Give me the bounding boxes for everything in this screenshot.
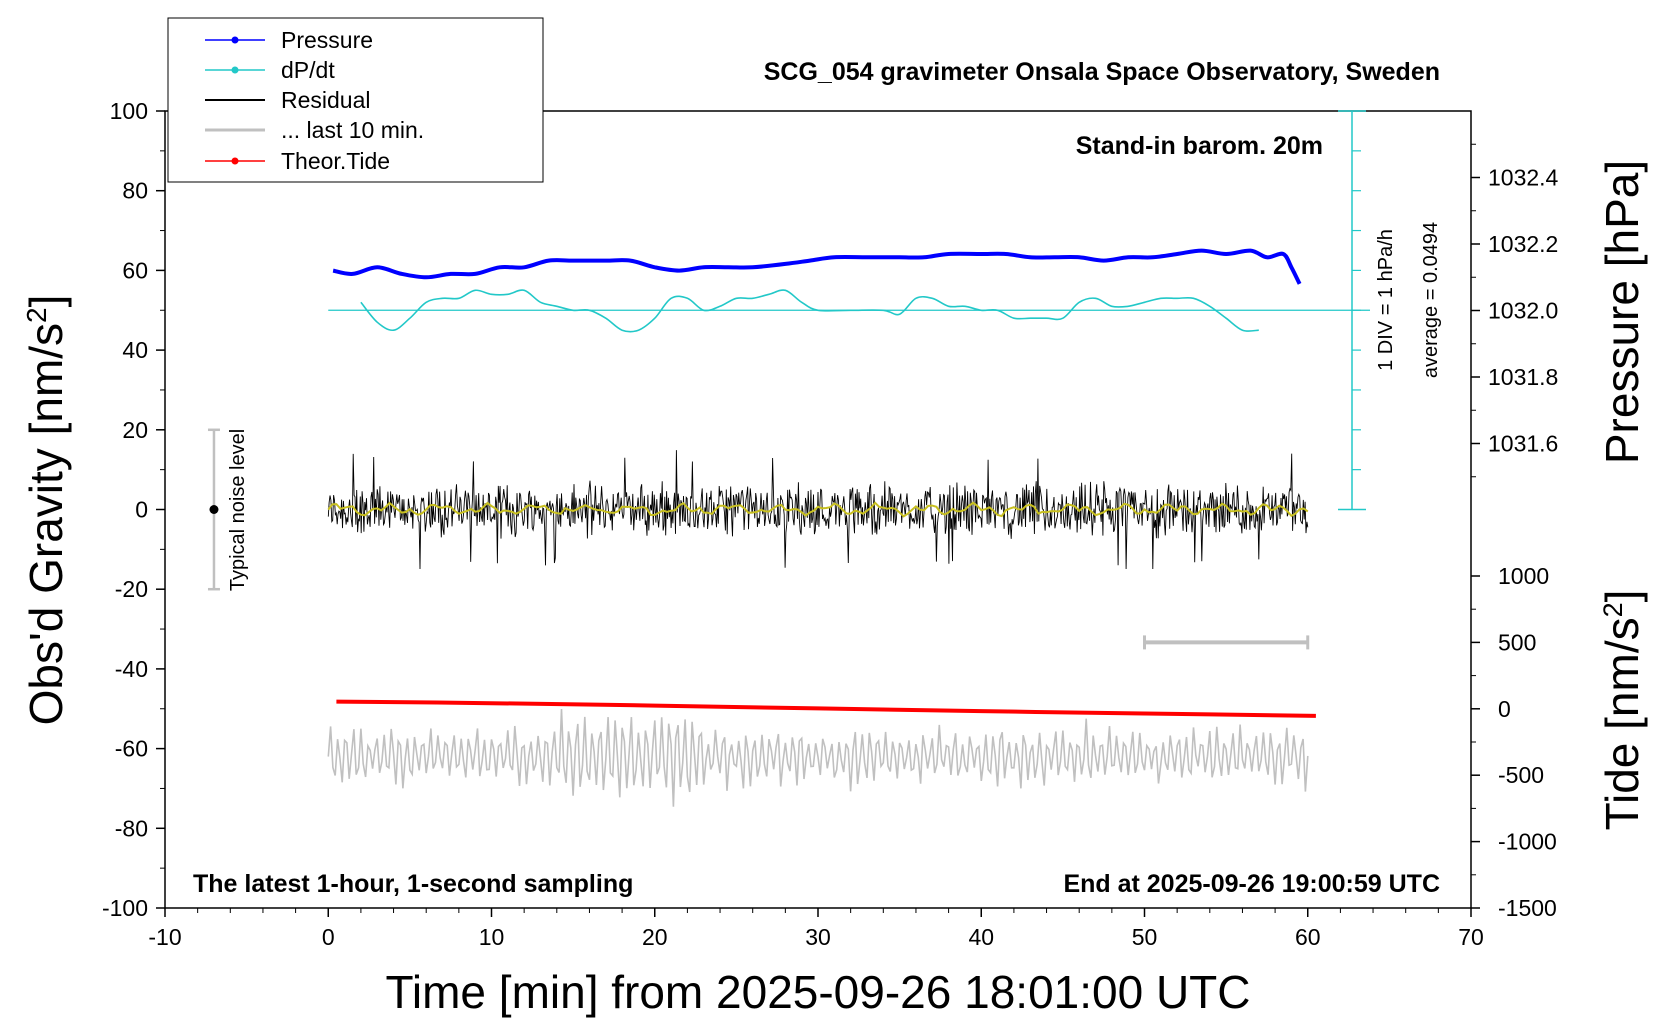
dpdt-line bbox=[360, 289, 1259, 333]
legend-marker-dpdt bbox=[231, 66, 239, 74]
residual-line bbox=[327, 450, 1309, 570]
y-left-tick-label: -20 bbox=[115, 576, 148, 602]
barometer-label: Stand-in barom. 20m bbox=[1076, 132, 1323, 160]
theor-tide-line bbox=[336, 699, 1316, 718]
average-note: average = 0.0494 bbox=[1420, 222, 1442, 378]
y-left-tick-label: -40 bbox=[115, 656, 148, 682]
y-left-tick-label: 40 bbox=[122, 337, 148, 363]
legend: Pressure dP/dt Residual ... last 10 min.… bbox=[167, 17, 544, 183]
legend-label-last10: ... last 10 min. bbox=[281, 117, 424, 143]
y-axis-left: 100 80 60 40 20 0 -20 -40 -60 -80 -100 bbox=[102, 98, 165, 921]
y-left-title-end: ] bbox=[20, 295, 72, 308]
div-scale bbox=[1338, 110, 1366, 511]
bottom-left-label: The latest 1-hour, 1-second sampling bbox=[193, 870, 633, 898]
y-left-title-main: Obs'd Gravity [nm/s bbox=[20, 323, 72, 725]
div-note: 1 DIV = 1 hPa/h bbox=[1375, 229, 1397, 371]
y-tide-title: Tide [nm/s2] bbox=[1596, 590, 1648, 831]
legend-label-dpdt: dP/dt bbox=[281, 57, 335, 83]
y-left-tick-label: 100 bbox=[110, 98, 148, 124]
theor-tide-series bbox=[336, 699, 1316, 718]
y-tide-tick-label: 500 bbox=[1498, 629, 1536, 655]
y-left-title-sup: 2 bbox=[21, 307, 52, 323]
x-tick-label: 10 bbox=[479, 924, 505, 950]
x-tick-label: 20 bbox=[642, 924, 668, 950]
y-tide-tick-label: -1500 bbox=[1498, 895, 1557, 921]
y-left-tick-label: -80 bbox=[115, 815, 148, 841]
x-tick-label: 60 bbox=[1295, 924, 1321, 950]
y-tide-title-end: ] bbox=[1596, 590, 1648, 603]
x-tick-label: 0 bbox=[322, 924, 335, 950]
last-10min-series bbox=[327, 708, 1309, 807]
y-tide-tick-label: -500 bbox=[1498, 762, 1544, 788]
x-axis: -10 0 10 20 30 40 50 60 70 bbox=[148, 908, 1484, 950]
pressure-series bbox=[332, 248, 1302, 285]
noise-label: Typical noise level bbox=[227, 429, 249, 591]
pressure-line bbox=[332, 248, 1302, 285]
dpdt-series bbox=[360, 289, 1259, 333]
legend-label-residual: Residual bbox=[281, 87, 371, 113]
y-axis-tide: 1000 500 0 -500 -1000 -1500 bbox=[1471, 563, 1557, 921]
y-pressure-title: Pressure [hPa] bbox=[1596, 160, 1648, 464]
y-pressure-tick-label: 1032.2 bbox=[1488, 231, 1558, 257]
bottom-right-label: End at 2025-09-26 19:00:59 UTC bbox=[1063, 870, 1440, 898]
noise-bar bbox=[207, 428, 220, 591]
legend-label-tide: Theor.Tide bbox=[281, 148, 390, 174]
y-pressure-tick-label: 1031.8 bbox=[1488, 364, 1558, 390]
x-axis-title: Time [min] from 2025-09-26 18:01:00 UTC bbox=[386, 966, 1251, 1018]
chart-title: SCG_054 gravimeter Onsala Space Observat… bbox=[764, 58, 1440, 86]
y-pressure-tick-label: 1032.4 bbox=[1488, 165, 1559, 191]
x-tick-label: -10 bbox=[148, 924, 181, 950]
y-tide-tick-label: 1000 bbox=[1498, 563, 1549, 589]
residual-series bbox=[327, 450, 1309, 570]
y-left-tick-label: 20 bbox=[122, 417, 148, 443]
y-pressure-tick-label: 1031.6 bbox=[1488, 431, 1558, 457]
legend-marker-pressure bbox=[231, 36, 239, 44]
y-left-tick-label: -100 bbox=[102, 895, 148, 921]
legend-marker-tide bbox=[231, 157, 239, 165]
residual-smoothed-line bbox=[327, 501, 1309, 518]
y-tide-title-main: Tide [nm/s bbox=[1596, 617, 1648, 830]
legend-label-pressure: Pressure bbox=[281, 27, 373, 53]
x-tick-label: 40 bbox=[968, 924, 994, 950]
y-left-tick-label: -60 bbox=[115, 736, 148, 762]
last-10min-line bbox=[327, 708, 1309, 807]
y-left-tick-label: 60 bbox=[122, 257, 148, 283]
y-tide-tick-label: -1000 bbox=[1498, 829, 1557, 855]
y-left-title: Obs'd Gravity [nm/s2] bbox=[20, 295, 72, 726]
y-pressure-tick-label: 1032.0 bbox=[1488, 298, 1558, 324]
y-tide-tick-label: 0 bbox=[1498, 696, 1511, 722]
y-left-tick-label: 80 bbox=[122, 178, 148, 204]
y-tide-title-sup: 2 bbox=[1598, 602, 1628, 617]
ten-min-bar bbox=[1143, 635, 1310, 650]
noise-bar-dot bbox=[209, 505, 219, 514]
y-axis-pressure: 1032.4 1032.2 1032.0 1031.8 1031.6 bbox=[1471, 143, 1559, 478]
x-tick-label: 50 bbox=[1132, 924, 1158, 950]
y-left-tick-label: 0 bbox=[135, 497, 148, 523]
x-tick-label: 30 bbox=[805, 924, 831, 950]
x-tick-label: 70 bbox=[1458, 924, 1484, 950]
